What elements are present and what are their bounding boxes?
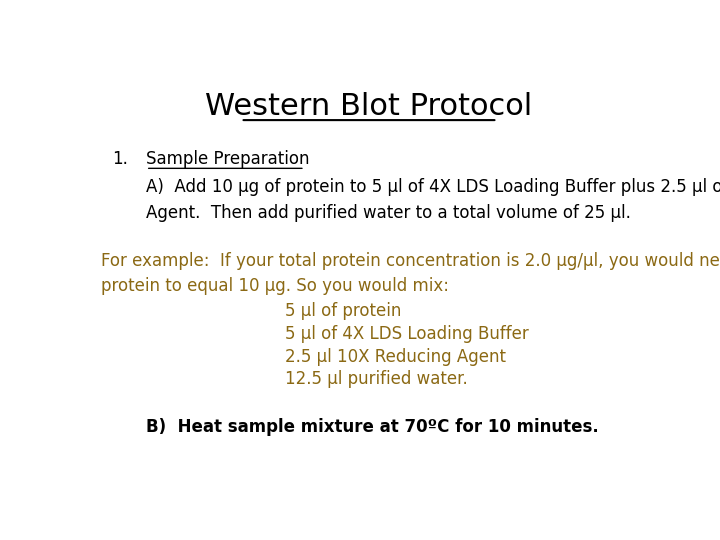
- Text: B)  Heat sample mixture at 70ºC for 10 minutes.: B) Heat sample mixture at 70ºC for 10 mi…: [145, 418, 598, 436]
- Text: protein to equal 10 μg. So you would mix:: protein to equal 10 μg. So you would mix…: [101, 277, 449, 295]
- Text: Sample Preparation: Sample Preparation: [145, 150, 310, 168]
- Text: Agent.  Then add purified water to a total volume of 25 μl.: Agent. Then add purified water to a tota…: [145, 204, 631, 222]
- Text: A)  Add 10 μg of protein to 5 μl of 4X LDS Loading Buffer plus 2.5 μl of 10X Red: A) Add 10 μg of protein to 5 μl of 4X LD…: [145, 178, 720, 197]
- Text: Western Blot Protocol: Western Blot Protocol: [205, 92, 533, 121]
- Text: 5 μl of protein: 5 μl of protein: [285, 302, 402, 320]
- Text: 12.5 μl purified water.: 12.5 μl purified water.: [285, 370, 468, 388]
- Text: 1.: 1.: [112, 150, 128, 168]
- Text: 5 μl of 4X LDS Loading Buffer: 5 μl of 4X LDS Loading Buffer: [285, 325, 529, 343]
- Text: For example:  If your total protein concentration is 2.0 μg/μl, you would need 5: For example: If your total protein conce…: [101, 252, 720, 270]
- Text: 2.5 μl 10X Reducing Agent: 2.5 μl 10X Reducing Agent: [285, 348, 506, 366]
